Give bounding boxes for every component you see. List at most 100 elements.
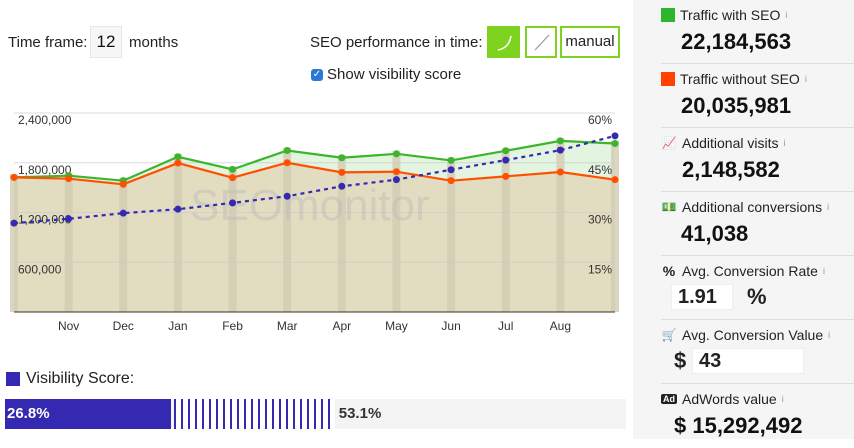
visibility-point: [283, 192, 291, 200]
time-frame-unit: months: [129, 34, 179, 51]
traffic-without-seo-point: [229, 174, 237, 182]
time-frame-label: Time frame:: [8, 34, 88, 51]
visibility-target-value: 53.1%: [338, 405, 382, 422]
visibility-score-legend: Visibility Score:: [6, 370, 134, 388]
traffic-chart: SEOmonitor 600,000 1,200,000 1,800,000 2,400…: [10, 112, 619, 333]
month-column: [10, 174, 18, 312]
month-column: [556, 137, 565, 312]
orange-swatch-icon: [661, 72, 675, 86]
y-tick-label: 1,800,000: [18, 163, 72, 177]
month-column: [119, 177, 128, 312]
metric-additional-conversions: 💵 Additional conversions i 41,038: [661, 192, 854, 256]
percent-icon: %: [662, 263, 676, 279]
visibility-point: [229, 199, 237, 207]
traffic-without-seo-point: [65, 175, 73, 183]
seo-performance-label: SEO performance in time:: [310, 34, 483, 51]
month-column: [64, 172, 73, 312]
baseline-area: [14, 162, 615, 312]
visibility-point: [338, 182, 346, 190]
show-visibility-label: Show visibility score: [327, 66, 462, 83]
traffic-with-seo-point: [611, 140, 619, 148]
traffic-without-seo-point: [392, 168, 400, 176]
traffic-without-seo-point: [556, 168, 564, 176]
curve-mode-button[interactable]: [487, 26, 520, 58]
metric-label: AdWords value: [682, 391, 777, 407]
info-icon[interactable]: i: [822, 266, 825, 276]
linear-icon: [534, 34, 550, 51]
checkbox-checked-icon: ✓: [311, 68, 323, 81]
traffic-with-seo-point: [338, 154, 346, 162]
metric-label: Additional conversions: [682, 199, 823, 215]
traffic-with-seo-point: [392, 150, 400, 158]
metric-adwords-value: Ad AdWords value i $ 15,292,492: [661, 384, 854, 448]
traffic-with-seo-point: [283, 146, 291, 154]
info-icon[interactable]: i: [781, 394, 784, 404]
x-tick-label: Jun: [441, 319, 460, 333]
green-swatch-icon: [661, 8, 675, 22]
x-tick-label: May: [385, 319, 408, 333]
traffic-with-seo-point: [229, 165, 237, 173]
traffic-without-seo-point: [338, 168, 346, 176]
time-frame-input[interactable]: 12: [90, 26, 122, 58]
month-column: [611, 140, 619, 312]
conversion-value-input[interactable]: 43: [692, 348, 804, 374]
metric-value: 2,148,582: [682, 157, 780, 182]
show-visibility-checkbox[interactable]: ✓ Show visibility score: [311, 66, 461, 83]
info-icon[interactable]: i: [828, 330, 831, 340]
visibility-current-fill: [5, 399, 172, 429]
traffic-without-seo-point: [502, 172, 510, 180]
seomonitor-watermark: SEOmonitor: [190, 181, 430, 230]
visibility-line: [13, 134, 616, 225]
x-tick-label: Feb: [222, 319, 243, 333]
info-icon[interactable]: i: [783, 138, 786, 148]
traffic-without-seo-line: [13, 161, 616, 186]
metric-value: 41,038: [681, 221, 749, 246]
y2-tick-label: 15%: [588, 262, 612, 276]
visibility-point: [174, 205, 182, 213]
visibility-score-title: Visibility Score:: [26, 370, 135, 387]
traffic-with-seo-point: [447, 156, 455, 164]
metric-label: Additional visits: [682, 135, 779, 151]
y-tick-label: 1,200,000: [18, 213, 72, 227]
money-icon: 💵: [661, 200, 677, 214]
conversion-rate-input[interactable]: 1.91: [671, 284, 733, 310]
ad-icon: Ad: [661, 394, 677, 404]
x-tick-label: Apr: [332, 319, 351, 333]
line-chart-icon: 📈: [661, 136, 677, 150]
x-tick-label: Dec: [113, 319, 134, 333]
info-icon[interactable]: i: [804, 74, 807, 84]
visibility-point: [65, 215, 73, 223]
month-column: [283, 147, 292, 312]
traffic-without-seo-point: [10, 173, 18, 181]
traffic-without-seo-point: [283, 159, 291, 167]
month-column: [501, 147, 510, 312]
y-tick-label: 2,400,000: [18, 113, 72, 127]
traffic-without-seo-point: [447, 177, 455, 185]
traffic-without-seo-point: [174, 159, 182, 167]
metric-label: Traffic with SEO: [680, 7, 781, 23]
x-tick-label: Jul: [498, 319, 513, 333]
y2-tick-label: 60%: [588, 113, 612, 127]
info-icon[interactable]: i: [827, 202, 830, 212]
month-column: [173, 153, 182, 312]
metric-value: $ 15,292,492: [674, 413, 803, 438]
visibility-progress-bar: 26.8% 53.1%: [5, 399, 626, 429]
visibility-color-swatch: [6, 372, 20, 386]
month-column: [228, 166, 237, 312]
metric-traffic-without-seo: Traffic without SEO i 20,035,981: [661, 64, 854, 128]
month-column: [447, 157, 456, 312]
traffic-with-seo-point: [502, 147, 510, 155]
percent-unit: %: [747, 284, 767, 309]
traffic-without-seo-point: [119, 180, 127, 188]
manual-mode-button[interactable]: manual: [560, 26, 620, 58]
metric-traffic-with-seo: Traffic with SEO i 22,184,563: [661, 0, 854, 64]
info-icon[interactable]: i: [785, 10, 788, 20]
month-column: [392, 150, 401, 312]
linear-mode-button[interactable]: [525, 26, 557, 58]
metric-label: Avg. Conversion Value: [682, 327, 824, 343]
metric-additional-visits: 📈 Additional visits i 2,148,582: [661, 128, 854, 192]
x-tick-label: Aug: [550, 319, 571, 333]
visibility-point: [10, 219, 18, 227]
visibility-point: [556, 146, 564, 154]
curve-icon: [497, 35, 512, 51]
